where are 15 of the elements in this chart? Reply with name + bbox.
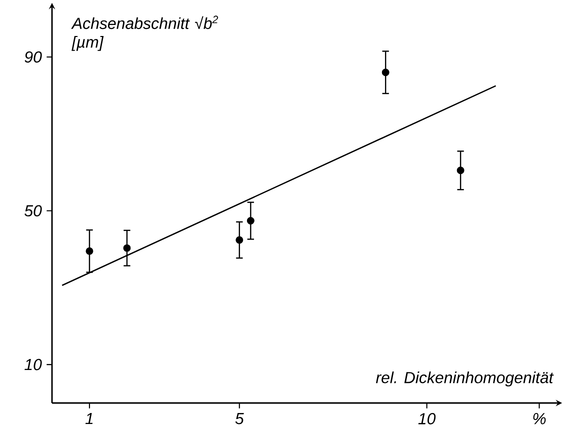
- text: Achsenabschnitt √b$^{2}$ [µm]: [71, 16, 218, 51]
- point: [382, 68, 390, 76]
- x-tick-label: 10: [418, 413, 436, 424]
- y-tick-label: 90: [24, 51, 42, 63]
- x-tick-label: %: [533, 413, 546, 424]
- y-tick-label: 10: [24, 358, 42, 370]
- point: [456, 166, 464, 174]
- x-tick-label: 5: [235, 413, 244, 424]
- x-axis-title: rel. Dickeninhomogenität: [376, 372, 554, 386]
- point: [246, 217, 254, 224]
- x-tick-label: 1: [85, 413, 93, 424]
- point: [236, 236, 244, 244]
- point: [123, 244, 131, 252]
- y-tick-label: 50: [24, 205, 42, 216]
- point: [86, 247, 94, 255]
